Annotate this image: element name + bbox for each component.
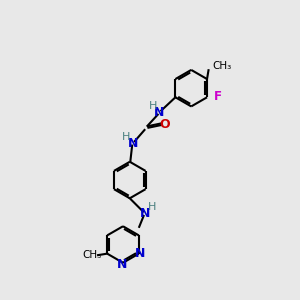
Text: H: H [122, 132, 130, 142]
Text: N: N [140, 206, 150, 220]
Text: O: O [159, 118, 169, 131]
Text: N: N [154, 106, 164, 118]
Text: CH₃: CH₃ [82, 250, 101, 260]
Text: N: N [117, 258, 127, 271]
Text: N: N [134, 247, 145, 260]
Text: F: F [214, 90, 221, 103]
Text: CH₃: CH₃ [212, 61, 231, 71]
Text: H: H [148, 202, 156, 212]
Text: H: H [148, 101, 157, 111]
Text: N: N [128, 137, 138, 150]
